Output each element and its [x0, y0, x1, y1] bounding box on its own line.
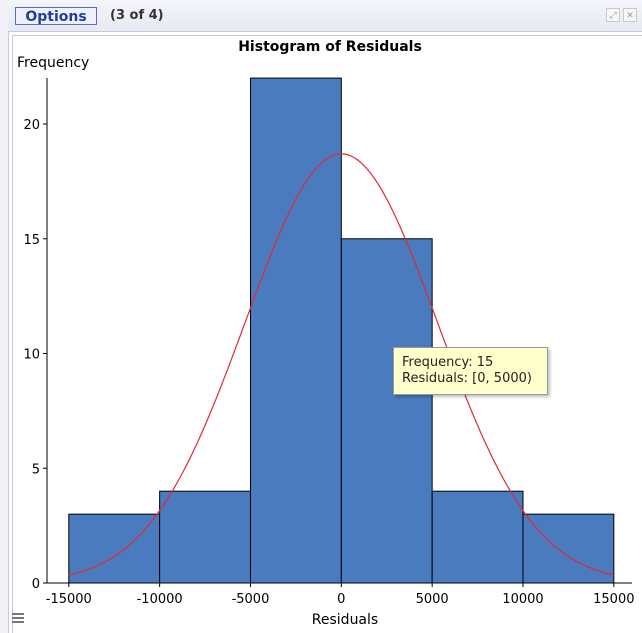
x-tick-label: -15000	[46, 592, 92, 607]
histogram-bar-5[interactable]	[522, 513, 615, 584]
histogram-bar-0[interactable]	[68, 513, 161, 584]
y-tick-label: 5	[32, 462, 40, 477]
menu-icon[interactable]	[12, 613, 24, 623]
x-tick-label: -5000	[232, 592, 270, 607]
histogram-bar-1[interactable]	[159, 490, 251, 584]
y-tick-label: 10	[23, 348, 40, 363]
histogram-bar-2[interactable]	[249, 77, 342, 584]
tooltip-frequency: Frequency: 15	[402, 355, 494, 370]
x-tick-label: 0	[337, 592, 345, 607]
histogram-bar-4[interactable]	[431, 490, 524, 584]
expand-icon[interactable]: ⤢	[606, 8, 620, 22]
chart-title: Histogram of Residuals	[238, 39, 422, 55]
bar-tooltip: Frequency: 15 Residuals: [0, 5000)	[393, 347, 548, 395]
close-icon[interactable]: ✕	[623, 8, 637, 22]
graph-toolbar: Options (3 of 4) ⤢ ✕	[8, 0, 642, 32]
tooltip-residuals: Residuals: [0, 5000)	[402, 371, 532, 386]
options-button[interactable]: Options	[15, 7, 97, 25]
page-indicator: (3 of 4)	[110, 8, 164, 23]
y-tick-label: 15	[23, 233, 40, 248]
y-axis-label: Frequency	[17, 55, 89, 71]
left-panel-edge	[0, 0, 9, 633]
x-tick-label: 5000	[416, 592, 449, 607]
y-tick-label: 0	[32, 577, 40, 592]
normal-curve	[68, 153, 614, 576]
histogram-bar-3[interactable]	[340, 238, 433, 584]
x-tick-label: 15000	[593, 592, 634, 607]
x-tick-label: -10000	[137, 592, 183, 607]
y-tick-label: 20	[23, 118, 40, 133]
x-tick-label: 10000	[502, 592, 543, 607]
x-axis-label: Residuals	[312, 612, 378, 628]
